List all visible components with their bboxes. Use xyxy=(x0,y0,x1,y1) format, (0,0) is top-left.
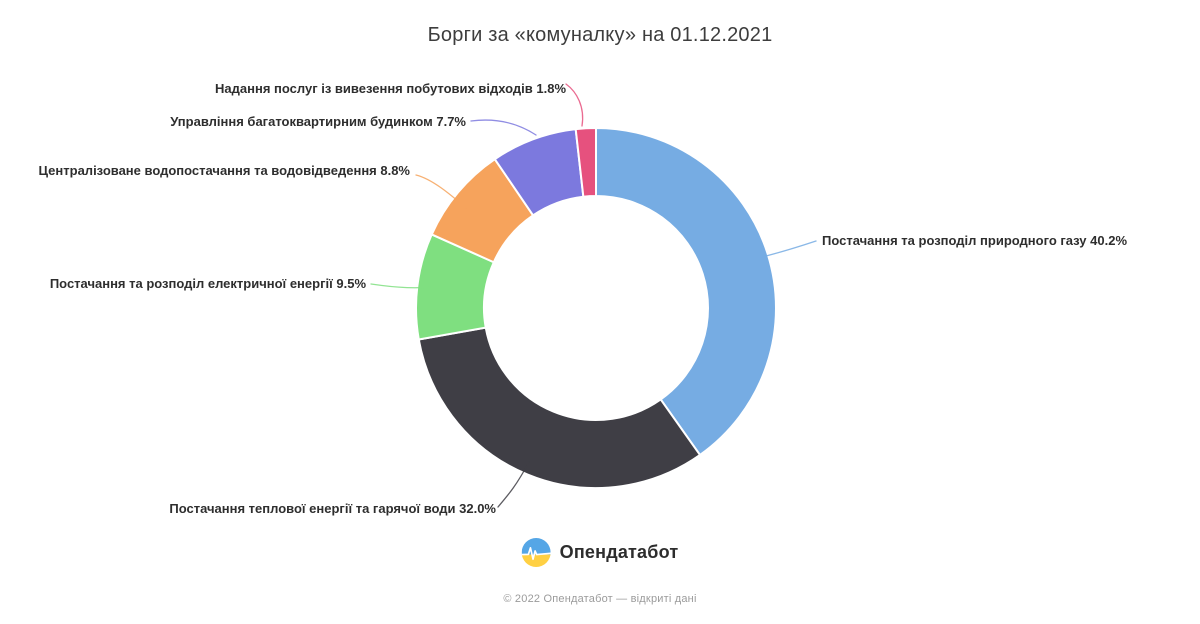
leader-line-1 xyxy=(497,461,530,508)
donut-slice-1 xyxy=(417,326,702,489)
leader-line-0 xyxy=(761,240,817,258)
donut-slice-0 xyxy=(595,126,777,457)
slice-label-electricity: Постачання та розподіл електричної енерг… xyxy=(49,276,366,291)
copyright-text: © 2022 Опендатабот — відкриті дані xyxy=(503,593,697,605)
slice-label-water: Централізоване водопостачання та водовід… xyxy=(38,163,410,178)
opendatabot-pulse-icon xyxy=(521,538,551,567)
slice-label-gas: Постачання та розподіл природного газу 4… xyxy=(822,233,1128,248)
brand-logo: Опендатабот xyxy=(521,538,679,567)
leader-line-4 xyxy=(470,119,537,136)
slice-label-heating: Постачання теплової енергії та гарячої в… xyxy=(169,501,496,516)
leader-line-3 xyxy=(415,174,467,209)
donut-slice-5 xyxy=(574,126,597,198)
brand-name: Опендатабот xyxy=(559,542,679,562)
leader-line-2 xyxy=(370,283,431,289)
leader-line-5 xyxy=(565,83,584,127)
slice-label-building-management: Управління багатоквартирним будинком 7.7… xyxy=(170,114,466,129)
slice-label-waste-removal: Надання послуг із вивезення побутових ві… xyxy=(215,81,566,96)
page-title: Борги за «комуналку» на 01.12.2021 xyxy=(427,24,773,46)
